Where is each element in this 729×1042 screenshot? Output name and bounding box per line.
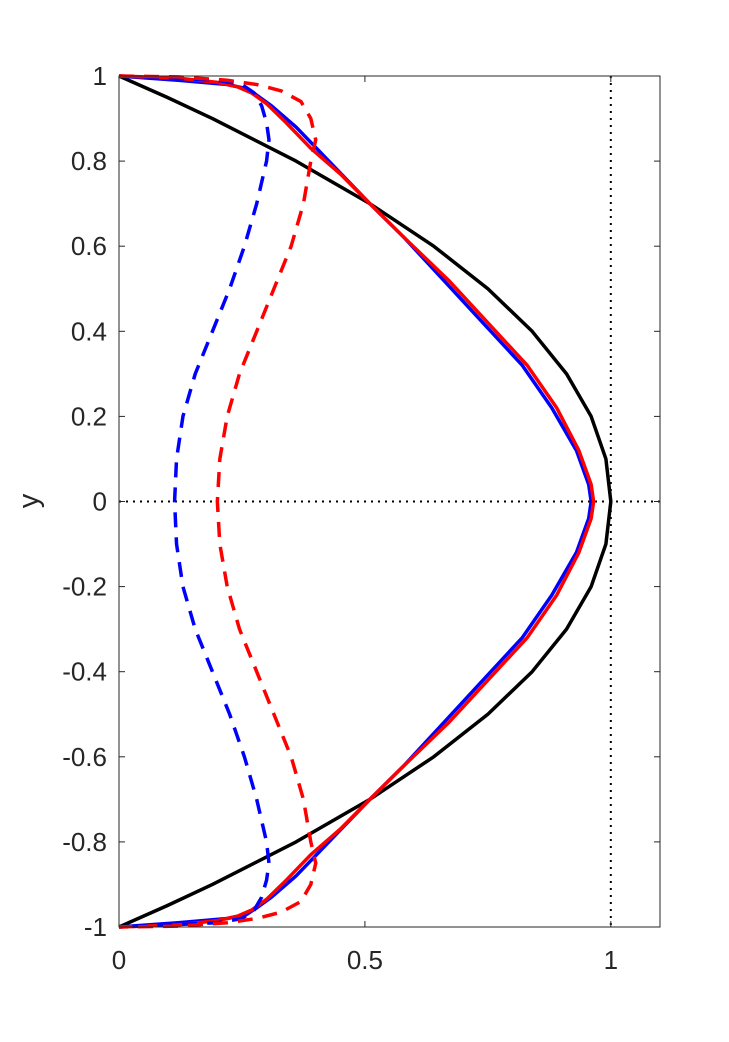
x-tick-label: 0.5: [347, 945, 383, 975]
y-tick-label: -0.8: [62, 827, 107, 857]
series-line-3: [118, 74, 596, 929]
y-tick-label: 1: [93, 61, 107, 91]
y-tick-label: 0: [93, 487, 107, 517]
series-line-4: [118, 74, 271, 929]
x-axis: 0 0.5 1: [112, 76, 618, 975]
reference-lines: [119, 76, 660, 927]
y-tick-label: -0.6: [62, 742, 107, 772]
y-axis-label: y: [13, 493, 45, 508]
y-tick-label: -0.4: [62, 657, 107, 687]
y-tick-label: -0.2: [62, 572, 107, 602]
series-layer: [118, 74, 613, 929]
y-tick-label: 0.2: [71, 401, 107, 431]
x-tick-label: 1: [604, 945, 618, 975]
y-tick-label: -1: [84, 912, 107, 942]
plot-background: [119, 76, 660, 927]
y-tick-label: 0.4: [71, 316, 107, 346]
y-tick-label: 0.6: [71, 231, 107, 261]
series-line-2: [118, 74, 593, 929]
x-tick-label: 0: [112, 945, 126, 975]
y-tick-label: 0.8: [71, 146, 107, 176]
y-axis: 1 0.8 0.6 0.4 0.2 0 -0.2 -0.4 -0.6 -0.8 -1: [62, 61, 660, 942]
series-line-5: [118, 74, 318, 929]
series-line-1: [118, 74, 613, 929]
